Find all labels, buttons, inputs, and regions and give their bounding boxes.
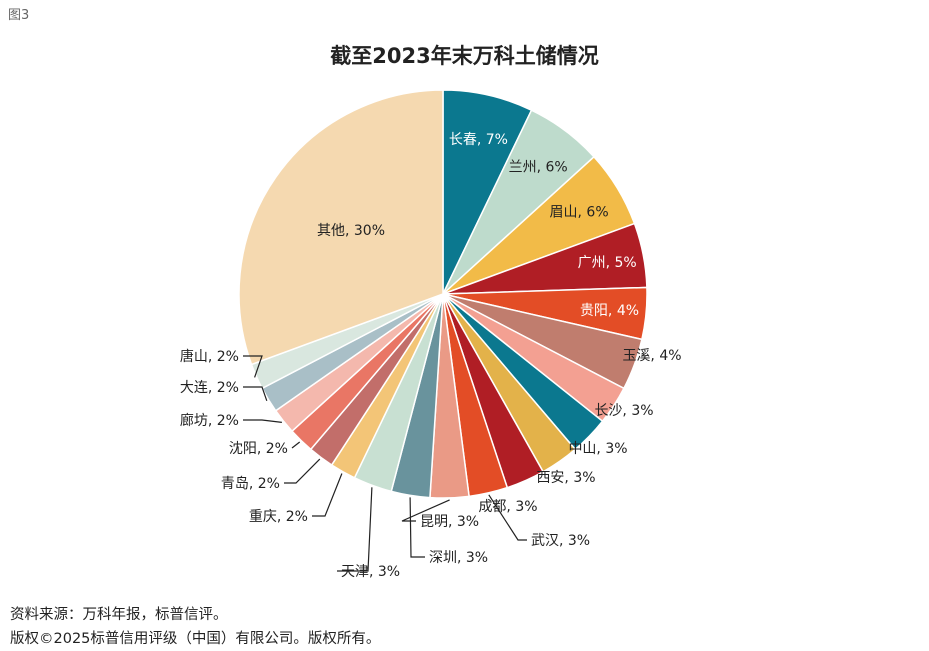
- copyright-note: 版权©2025标普信用评级（中国）有限公司。版权所有。: [10, 631, 381, 647]
- slice-label-眉山: 眉山, 6%: [550, 205, 609, 221]
- slice-label-昆明: 昆明, 3%: [420, 514, 479, 530]
- leader-line-重庆: [312, 473, 343, 517]
- leader-line-唐山: [243, 355, 263, 378]
- leader-line-武汉: [488, 494, 527, 541]
- slice-label-武汉: 武汉, 3%: [531, 533, 590, 549]
- slice-label-重庆: 重庆, 2%: [249, 509, 308, 525]
- slice-label-兰州: 兰州, 6%: [509, 160, 568, 176]
- slice-label-天津: 天津, 3%: [341, 564, 400, 580]
- slice-label-其他: 其他, 30%: [317, 223, 385, 239]
- leader-lines: [243, 355, 527, 572]
- slice-label-玉溪: 玉溪, 4%: [622, 348, 681, 364]
- source-note: 资料来源：万科年报，标普信评。: [10, 607, 228, 623]
- chart-title: 截至2023年末万科土储情况: [330, 44, 599, 68]
- slice-label-广州: 广州, 5%: [578, 255, 637, 271]
- slice-label-大连: 大连, 2%: [180, 380, 239, 396]
- slice-label-贵阳: 贵阳, 4%: [580, 303, 639, 319]
- slice-label-成都: 成都, 3%: [478, 499, 537, 515]
- leader-line-昆明: [401, 499, 450, 522]
- slice-label-沈阳: 沈阳, 2%: [229, 441, 288, 457]
- figure-label: 图3: [8, 8, 30, 23]
- pie-slices: [238, 89, 648, 499]
- slice-label-中山: 中山, 3%: [568, 441, 627, 457]
- slice-label-廊坊: 廊坊, 2%: [180, 412, 239, 429]
- slice-label-深圳: 深圳, 3%: [429, 550, 488, 566]
- leader-line-廊坊: [243, 419, 282, 423]
- slice-label-长春: 长春, 7%: [449, 132, 508, 148]
- leader-line-天津: [337, 487, 373, 572]
- pie-slice-其他: [238, 89, 444, 366]
- slice-label-西安: 西安, 3%: [536, 470, 595, 486]
- leader-line-青岛: [284, 458, 321, 484]
- leader-line-沈阳: [291, 441, 301, 449]
- leader-line-深圳: [409, 497, 425, 558]
- leader-line-大连: [243, 386, 268, 401]
- slice-label-青岛: 青岛, 2%: [221, 476, 280, 492]
- slice-labels: 长春, 7%兰州, 6% 眉山, 6% 广州, 5% 贵阳, 4% 玉溪, 4% 长沙, …: [180, 132, 682, 580]
- slice-label-长沙: 长沙, 3%: [594, 403, 653, 419]
- slice-label-唐山: 唐山, 2%: [180, 348, 239, 365]
